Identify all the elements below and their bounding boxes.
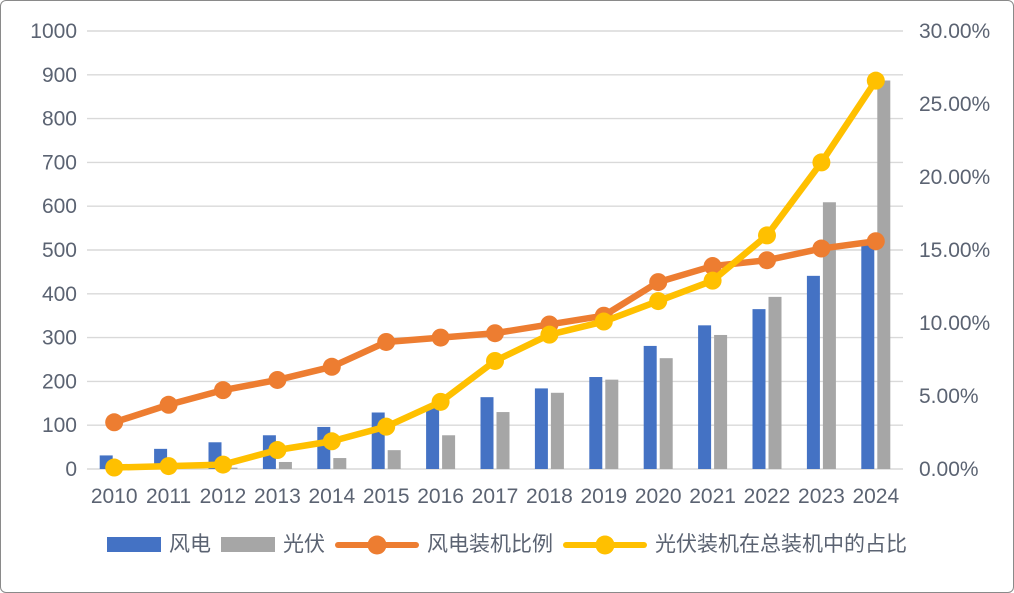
x-axis-tick: 2024 xyxy=(852,485,899,508)
legend-label-wind-share: 风电装机比例 xyxy=(427,533,553,556)
y-axis-right-tick: 5.00% xyxy=(919,385,979,408)
bar-wind-2023 xyxy=(806,275,820,469)
legend-item-wind: 风电 xyxy=(107,534,211,555)
bar-wind-2019 xyxy=(589,377,603,469)
bar-solar-2016 xyxy=(442,435,456,469)
y-axis-left-tick: 700 xyxy=(42,151,77,174)
bar-wind-2024 xyxy=(861,240,875,469)
x-axis-tick: 2011 xyxy=(146,485,191,508)
x-axis-tick: 2022 xyxy=(744,485,791,508)
x-axis-tick: 2012 xyxy=(200,485,247,508)
bar-solar-2020 xyxy=(659,358,673,469)
bar-solar-2017 xyxy=(496,412,510,469)
bar-solar-2018 xyxy=(550,392,564,469)
bar-wind-2016 xyxy=(426,407,440,469)
y-axis-left-tick: 100 xyxy=(42,414,77,437)
x-axis-tick: 2019 xyxy=(580,485,627,508)
y-axis-left-tick: 200 xyxy=(42,370,77,393)
marker-solar-share-2017 xyxy=(486,351,504,370)
legend-item-solar: 光伏 xyxy=(221,534,325,555)
x-axis-tick: 2017 xyxy=(472,485,519,508)
bar-solar-2015 xyxy=(387,450,401,469)
solar-bar-swatch-icon xyxy=(221,537,275,552)
y-axis-right-tick: 30.00% xyxy=(919,20,990,43)
bar-wind-2017 xyxy=(480,397,494,469)
marker-wind-share-2014 xyxy=(322,357,341,376)
marker-wind-share-2020 xyxy=(649,273,668,292)
x-axis-tick: 2013 xyxy=(254,485,301,508)
legend-label-solar-share: 光伏装机在总装机中的占比 xyxy=(655,533,907,556)
marker-wind-share-2015 xyxy=(377,332,396,351)
marker-wind-share-2012 xyxy=(214,381,232,400)
y-axis-right-tick: 15.00% xyxy=(919,239,990,262)
marker-solar-share-2018 xyxy=(540,325,559,344)
solar-share-line-swatch-icon xyxy=(563,535,647,554)
marker-wind-share-2021 xyxy=(703,257,722,276)
marker-solar-share-2024 xyxy=(866,71,885,90)
y-axis-left-tick: 900 xyxy=(42,64,77,87)
y-axis-left-tick: 500 xyxy=(42,239,77,262)
marker-wind-share-2011 xyxy=(159,395,178,414)
marker-solar-share-2012 xyxy=(214,455,232,474)
chart-canvas: 1000900800700600500400300200100030.00%25… xyxy=(30,20,990,508)
marker-wind-share-2022 xyxy=(758,251,776,270)
y-axis-left-tick: 300 xyxy=(42,327,77,350)
y-axis-left-tick: 800 xyxy=(42,108,77,131)
x-axis-tick: 2020 xyxy=(635,485,682,508)
marker-solar-share-2021 xyxy=(703,271,722,290)
marker-solar-share-2022 xyxy=(758,226,776,245)
y-axis-left-tick: 600 xyxy=(42,195,77,218)
y-axis-left-tick: 0 xyxy=(65,458,77,481)
x-axis-tick: 2023 xyxy=(798,485,845,508)
legend-label-solar: 光伏 xyxy=(283,533,325,556)
x-axis-tick: 2018 xyxy=(526,485,573,508)
wind-bar-swatch-icon xyxy=(107,537,161,552)
y-axis-left-tick: 400 xyxy=(42,283,77,306)
marker-wind-share-2010 xyxy=(105,413,124,432)
bar-solar-2019 xyxy=(605,379,619,469)
marker-solar-share-2014 xyxy=(322,432,341,451)
y-axis-left-tick: 1000 xyxy=(30,20,77,43)
wind-share-line-swatch-icon xyxy=(335,535,419,554)
marker-solar-share-2015 xyxy=(377,417,396,436)
legend-label-wind: 风电 xyxy=(169,533,211,556)
marker-wind-share-2024 xyxy=(866,232,885,251)
bar-wind-2022 xyxy=(752,309,766,469)
marker-wind-share-2017 xyxy=(486,324,504,343)
x-axis-tick: 2015 xyxy=(363,485,410,508)
x-axis-tick: 2010 xyxy=(91,485,138,508)
bar-wind-2020 xyxy=(643,345,657,469)
marker-solar-share-2013 xyxy=(268,441,287,460)
x-axis-tick: 2014 xyxy=(308,485,355,508)
legend-item-wind-share: 风电装机比例 xyxy=(335,534,553,555)
marker-solar-share-2016 xyxy=(431,392,450,411)
marker-solar-share-2019 xyxy=(594,312,613,331)
y-axis-right-tick: 25.00% xyxy=(919,93,990,116)
x-axis-tick: 2021 xyxy=(689,485,736,508)
y-axis-right-tick: 10.00% xyxy=(919,312,990,335)
marker-wind-share-2023 xyxy=(812,239,831,258)
bar-solar-2021 xyxy=(714,334,728,469)
marker-solar-share-2010 xyxy=(105,458,124,477)
y-axis-right-tick: 0.00% xyxy=(919,458,979,481)
legend-item-solar-share: 光伏装机在总装机中的占比 xyxy=(563,534,907,555)
bar-wind-2021 xyxy=(698,325,712,469)
chart-legend: 风电 光伏 风电装机比例 光伏装机在总装机中的占比 xyxy=(1,534,1013,555)
bar-solar-2013 xyxy=(278,461,292,469)
bar-solar-2023 xyxy=(822,202,836,469)
y-axis-right-tick: 20.00% xyxy=(919,166,990,189)
x-axis-tick: 2016 xyxy=(417,485,464,508)
marker-wind-share-2013 xyxy=(268,370,287,389)
bar-solar-2014 xyxy=(333,458,347,469)
marker-wind-share-2016 xyxy=(431,328,450,347)
bar-solar-2022 xyxy=(768,296,782,469)
bar-wind-2018 xyxy=(534,388,548,469)
marker-solar-share-2011 xyxy=(159,457,178,476)
marker-solar-share-2020 xyxy=(649,292,668,311)
marker-solar-share-2023 xyxy=(812,153,831,172)
bar-solar-2024 xyxy=(877,80,891,469)
